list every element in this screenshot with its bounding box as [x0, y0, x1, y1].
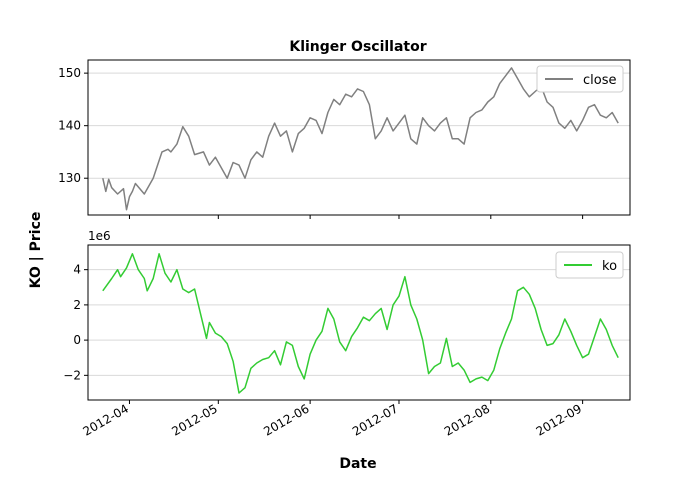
ko-offset-label: 1e6 [88, 229, 111, 243]
price-legend-box [536, 65, 624, 93]
price-y-tick-label: 140 [58, 119, 81, 133]
x-tick-label: 2012-06 [261, 401, 311, 438]
ko-y-ticks: −2 0 2 4 [63, 263, 88, 382]
series-close-line [102, 67, 619, 211]
x-tick-label: 2012-08 [442, 401, 492, 438]
ko-y-tick-label: 0 [73, 333, 81, 347]
ko-plot-frame [87, 244, 631, 401]
legend-label-ko: ko [602, 259, 617, 274]
ko-panel: −2 0 2 4 1e6 ko [63, 229, 631, 401]
ko-y-tick-label: 2 [73, 298, 81, 312]
ko-y-tick-label: 4 [73, 263, 81, 277]
series-ko-line [102, 253, 619, 394]
ko-legend: ko [555, 251, 624, 279]
chart-title: Klinger Oscillator [289, 39, 426, 55]
ko-y-tick-label: −2 [63, 368, 81, 382]
ko-gridlines [88, 269, 630, 376]
price-panel: 130 140 150 close [58, 59, 631, 216]
x-tick-label: 2012-05 [169, 401, 219, 438]
x-tick-label: 2012-07 [350, 401, 400, 438]
price-plot-frame [87, 59, 631, 216]
price-y-tick-label: 150 [58, 66, 81, 80]
x-tick-label: 2012-09 [534, 401, 584, 438]
price-y-ticks: 130 140 150 [58, 66, 88, 185]
x-tick-label: 2012-04 [81, 401, 131, 438]
price-legend: close [536, 65, 624, 93]
legend-label-close: close [583, 73, 616, 88]
x-axis-label: Date [339, 456, 376, 472]
price-y-tick-label: 130 [58, 171, 81, 185]
y-axis-label: KO | Price [28, 212, 44, 289]
